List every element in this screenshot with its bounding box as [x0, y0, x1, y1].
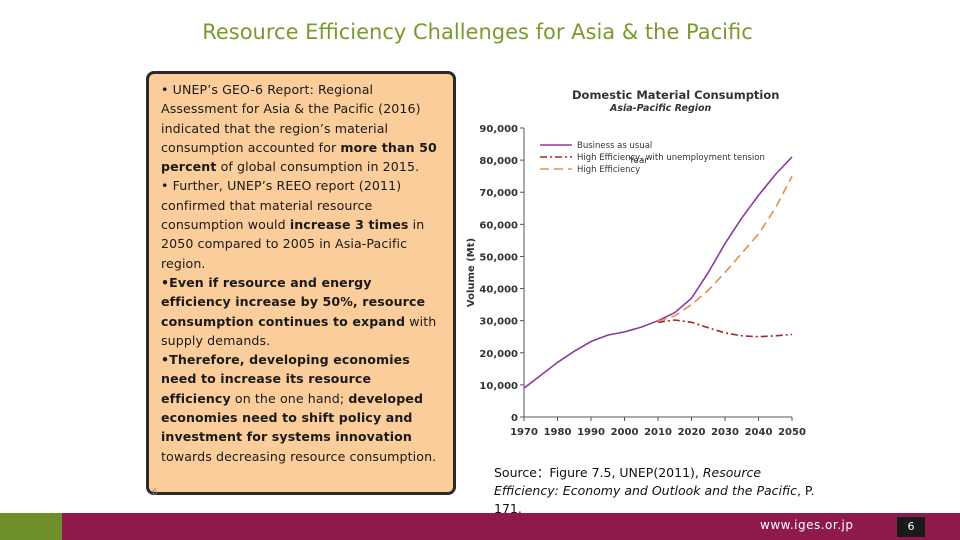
- x-tick-label: 1980: [544, 427, 572, 438]
- y-tick-label: 20,000: [479, 349, 518, 360]
- footer-accent: [0, 513, 62, 540]
- y-tick-label: 0: [511, 413, 518, 424]
- x-tick-label: 1990: [577, 427, 605, 438]
- legend-label: Business as usual: [577, 141, 652, 151]
- text-run: with supply demands.: [161, 313, 437, 348]
- y-axis-label: Volume (Mt): [466, 238, 477, 307]
- y-tick-label: 80,000: [479, 156, 518, 167]
- x-tick-label: 2000: [611, 427, 639, 438]
- source-prefix: Source：Figure 7.5, UNEP(2011),: [494, 465, 703, 480]
- inner-slide-number: 6: [152, 488, 158, 498]
- x-tick-label: 2030: [711, 427, 739, 438]
- footer-page-number: 6: [897, 517, 925, 537]
- chart-subtitle: Asia-Pacific Region: [609, 103, 712, 114]
- y-tick-label: 90,000: [479, 124, 518, 135]
- text-run: •Therefore, developing economies need to…: [161, 352, 410, 406]
- text-run: increase 3 times: [289, 217, 409, 233]
- summary-text: • UNEP’s GEO-6 Report: Regional Assessme…: [161, 80, 445, 466]
- text-run: • Further, UNEP’s REEO report (2011) con…: [161, 178, 402, 233]
- y-tick-label: 10,000: [479, 381, 518, 392]
- x-tick-label: 1970: [510, 427, 538, 438]
- y-tick-label: 30,000: [479, 317, 518, 328]
- text-run: of global consumption in 2015.: [216, 159, 420, 175]
- y-tick-label: 40,000: [479, 285, 518, 296]
- source-citation: Source：Figure 7.5, UNEP(2011), Resource …: [494, 464, 824, 518]
- slide-title: Resource Efficiency Challenges for Asia …: [202, 20, 753, 44]
- text-run: more than 50 percent: [161, 139, 437, 175]
- x-tick-label: 2040: [745, 427, 773, 438]
- y-tick-label: 60,000: [479, 220, 518, 231]
- legend-label: High Efficiency: [577, 165, 640, 175]
- y-tick-label: 50,000: [479, 252, 518, 263]
- footer-url: www.iges.or.jp: [760, 518, 854, 532]
- text-run: developed economies need to shift policy…: [161, 390, 424, 445]
- x-tick-label: 2050: [778, 427, 806, 438]
- footer-bar: [0, 513, 960, 540]
- series-line-2: [657, 175, 793, 323]
- legend-label: High Efficiency, with unemployment tensi…: [577, 153, 765, 163]
- dmc-chart-svg: Domestic Material ConsumptionAsia-Pacifi…: [466, 88, 806, 438]
- text-run: •Even if resource and energy efficiency …: [161, 274, 426, 329]
- dmc-chart: Domestic Material Consumption Asia-Pacifi…: [462, 80, 812, 450]
- text-run: • UNEP’s GEO-6 Report: Regional Assessme…: [161, 82, 421, 155]
- x-tick-label: 2020: [678, 427, 706, 438]
- y-tick-label: 70,000: [479, 188, 518, 199]
- text-run: in 2050 compared to 2005 in Asia-Pacific…: [161, 217, 425, 271]
- chart-title: Domestic Material Consumption: [572, 88, 779, 102]
- x-tick-label: 2010: [644, 427, 672, 438]
- source-suffix: , P. 171.: [494, 483, 815, 516]
- source-title: Resource Efficiency: Economy and Outlook…: [494, 465, 797, 498]
- series-line-0: [523, 156, 793, 389]
- text-run: on the one hand;: [230, 390, 349, 406]
- text-run: towards decreasing resource consumption.: [161, 448, 437, 464]
- series-line-1: [657, 319, 793, 338]
- x-axis-label: Year: [628, 156, 648, 166]
- summary-text-box: • UNEP’s GEO-6 Report: Regional Assessme…: [146, 71, 456, 495]
